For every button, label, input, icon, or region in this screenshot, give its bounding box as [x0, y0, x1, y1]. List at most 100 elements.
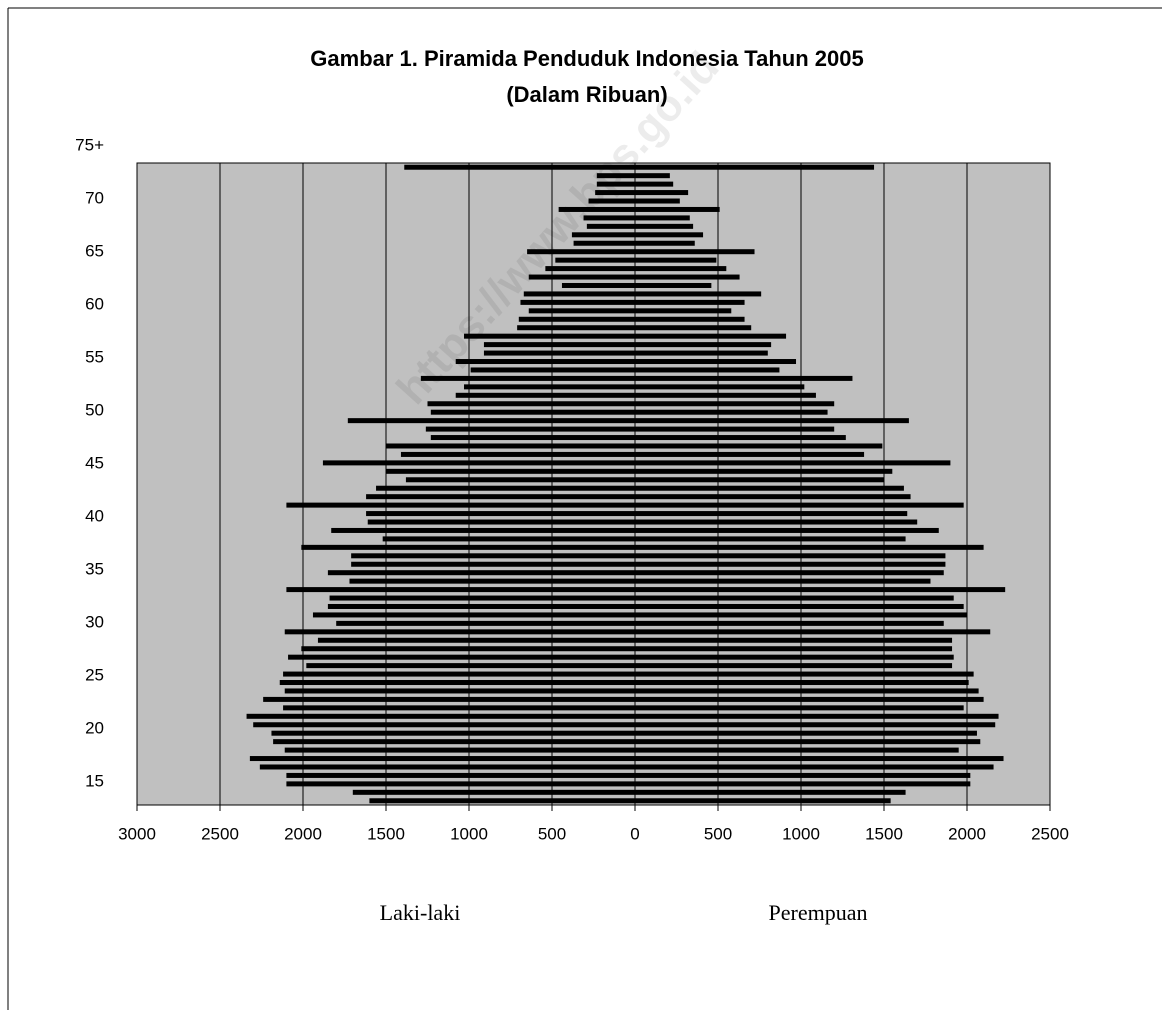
y-tick-label: 55 — [85, 348, 104, 367]
bar — [583, 215, 635, 221]
bar — [635, 325, 752, 331]
bar — [286, 772, 635, 778]
bar — [386, 468, 635, 474]
bar — [635, 316, 745, 322]
bar — [347, 418, 635, 424]
bar — [635, 705, 964, 711]
bar — [253, 722, 635, 728]
x-tick-label: 1500 — [865, 824, 903, 843]
bar — [635, 603, 964, 609]
bar — [279, 680, 635, 686]
bar — [635, 485, 904, 491]
bar — [635, 190, 689, 196]
bar — [571, 232, 635, 238]
bar — [635, 409, 828, 415]
bar — [573, 240, 635, 246]
bar — [635, 274, 740, 280]
axis-label-left: Laki-laki — [380, 900, 461, 925]
bar — [425, 426, 635, 432]
bar — [327, 570, 635, 576]
bar — [635, 367, 780, 373]
bar — [464, 384, 635, 390]
y-tick-label: 20 — [85, 718, 104, 737]
y-tick-label: 15 — [85, 771, 104, 790]
bar — [635, 637, 953, 643]
x-tick-label: 2500 — [1031, 824, 1069, 843]
bar — [331, 527, 635, 533]
bar — [596, 181, 635, 187]
bar — [635, 680, 969, 686]
x-tick-label: 2000 — [284, 824, 322, 843]
bar — [404, 164, 635, 170]
y-tick-label: 50 — [85, 401, 104, 420]
bar — [545, 266, 635, 272]
y-tick-label: 45 — [85, 454, 104, 473]
bar — [635, 215, 690, 221]
bar — [635, 764, 994, 770]
bar — [635, 587, 1006, 593]
bar — [635, 756, 1004, 762]
bar — [635, 232, 704, 238]
bar — [405, 477, 635, 483]
bar — [635, 663, 953, 669]
bar — [635, 502, 964, 508]
y-tick-label: 75+ — [75, 136, 104, 155]
bar — [427, 401, 635, 407]
bar — [635, 688, 979, 694]
x-tick-label: 500 — [538, 824, 566, 843]
bar — [635, 249, 755, 255]
chart-subtitle: (Dalam Ribuan) — [506, 82, 667, 107]
bar — [586, 223, 635, 229]
bar — [635, 435, 846, 441]
bar — [596, 173, 635, 179]
bar — [284, 747, 635, 753]
bar — [400, 451, 635, 457]
bar — [635, 620, 944, 626]
bar — [635, 342, 772, 348]
bar — [369, 798, 635, 804]
bar — [455, 392, 635, 398]
bar — [327, 603, 635, 609]
bar — [635, 646, 953, 652]
bar — [284, 629, 635, 635]
bar — [635, 257, 717, 263]
bar — [635, 544, 984, 550]
bar — [527, 249, 635, 255]
bar — [376, 485, 635, 491]
bar — [455, 359, 635, 365]
bar — [523, 291, 635, 297]
bar — [635, 722, 996, 728]
bar — [635, 299, 745, 305]
bar — [382, 536, 635, 542]
bar — [635, 789, 906, 795]
bar — [635, 494, 911, 500]
bar — [271, 730, 635, 736]
bar — [430, 435, 635, 441]
bar — [635, 206, 720, 212]
bar — [635, 375, 853, 381]
bar — [635, 198, 680, 204]
bar — [635, 578, 931, 584]
bar — [351, 561, 635, 567]
bar — [283, 705, 635, 711]
bar — [430, 409, 635, 415]
bar — [561, 282, 635, 288]
bar — [635, 561, 946, 567]
bar — [635, 654, 954, 660]
bar — [520, 299, 635, 305]
bar — [635, 418, 909, 424]
bar — [635, 291, 762, 297]
x-tick-label: 3000 — [118, 824, 156, 843]
bar — [635, 282, 712, 288]
bar — [464, 333, 635, 339]
bar — [635, 536, 906, 542]
y-tick-label: 60 — [85, 295, 104, 314]
x-tick-label: 2000 — [948, 824, 986, 843]
bar — [351, 553, 635, 559]
y-tick-label: 70 — [85, 189, 104, 208]
bar — [635, 333, 787, 339]
bar — [317, 637, 635, 643]
bar — [635, 519, 918, 525]
bar — [420, 375, 635, 381]
